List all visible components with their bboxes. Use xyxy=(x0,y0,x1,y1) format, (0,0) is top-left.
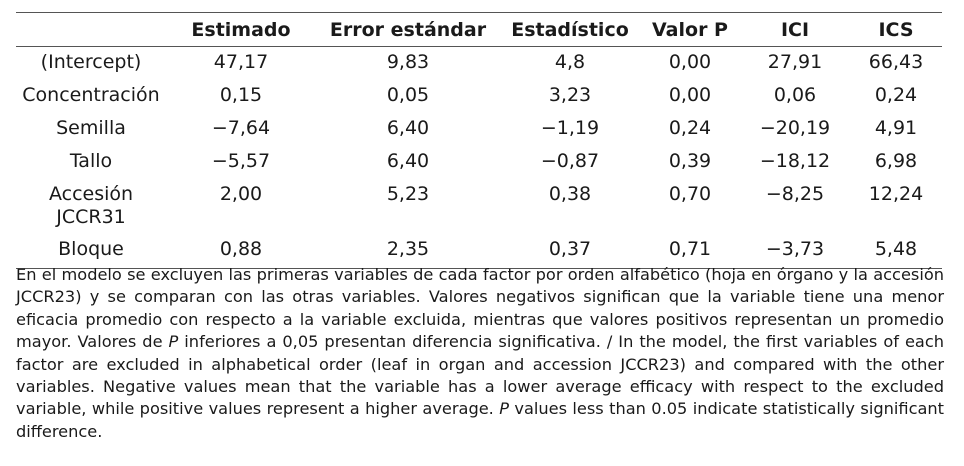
cell-estimado: 2,00 xyxy=(219,183,263,205)
row-label: Accesión JCCR31 xyxy=(48,183,134,228)
table-footnote: En el modelo se excluyen las primeras va… xyxy=(16,264,944,443)
row-label: Tallo xyxy=(69,150,113,172)
cell-valor-p: 0,00 xyxy=(668,51,712,73)
cell-ici: 27,91 xyxy=(767,51,823,73)
cell-error-estandar: 5,23 xyxy=(386,183,430,205)
footnote-italic-p-2: P xyxy=(499,399,509,419)
cell-valor-p: 0,00 xyxy=(668,84,712,106)
footnote-text-3: values less than 0.05 indicate statistic… xyxy=(16,399,944,441)
header-blank xyxy=(16,13,166,47)
table-row: Concentración 0,15 0,05 3,23 0,00 0,06 0… xyxy=(16,81,942,114)
cell-ici: 0,06 xyxy=(773,84,817,106)
cell-ics: 4,91 xyxy=(874,117,918,139)
cell-estadistico: 0,37 xyxy=(548,238,592,260)
row-label: Bloque xyxy=(58,238,124,260)
cell-valor-p: 0,71 xyxy=(668,238,712,260)
table-row: Tallo −5,57 6,40 −0,87 0,39 −18,12 6,98 xyxy=(16,147,942,180)
table-row: Bloque 0,88 2,35 0,37 0,71 −3,73 5,48 xyxy=(16,235,942,269)
cell-estadistico: 4,8 xyxy=(554,51,586,73)
cell-ici: −8,25 xyxy=(765,183,825,205)
cell-ici: −3,73 xyxy=(765,238,825,260)
cell-estadistico: −1,19 xyxy=(540,117,600,139)
cell-valor-p: 0,24 xyxy=(668,117,712,139)
cell-estadistico: 0,38 xyxy=(548,183,592,205)
header-estimado: Estimado xyxy=(191,18,291,41)
footnote-text-1: En el modelo se excluyen las primeras va… xyxy=(16,265,944,352)
cell-error-estandar: 2,35 xyxy=(386,238,430,260)
table-row: (Intercept) 47,17 9,83 4,8 0,00 27,91 66… xyxy=(16,47,942,82)
cell-ics: 12,24 xyxy=(868,183,924,205)
cell-error-estandar: 0,05 xyxy=(386,84,430,106)
cell-ics: 66,43 xyxy=(868,51,924,73)
row-label: Semilla xyxy=(56,117,126,139)
cell-valor-p: 0,70 xyxy=(668,183,712,205)
results-table: Estimado Error estándar Estadístico Valo… xyxy=(16,12,942,269)
cell-ici: −20,19 xyxy=(759,117,831,139)
table-row: Accesión JCCR31 2,00 5,23 0,38 0,70 −8,2… xyxy=(16,180,942,235)
cell-valor-p: 0,39 xyxy=(668,150,712,172)
cell-error-estandar: 6,40 xyxy=(386,117,430,139)
cell-error-estandar: 9,83 xyxy=(386,51,430,73)
results-table-container: Estimado Error estándar Estadístico Valo… xyxy=(16,12,942,269)
cell-ici: −18,12 xyxy=(759,150,831,172)
cell-estadistico: 3,23 xyxy=(548,84,592,106)
row-label: (Intercept) xyxy=(40,51,142,73)
footnote-text-2: inferiores a 0,05 presentan diferencia s… xyxy=(16,332,944,419)
cell-estimado: 0,88 xyxy=(219,238,263,260)
table-header-row: Estimado Error estándar Estadístico Valo… xyxy=(16,12,942,47)
header-valor-p: Valor P xyxy=(652,18,728,41)
cell-ics: 5,48 xyxy=(874,238,918,260)
cell-estimado: −7,64 xyxy=(211,117,271,139)
cell-ics: 6,98 xyxy=(874,150,918,172)
header-error-estandar: Error estándar xyxy=(329,18,487,41)
header-estadistico: Estadístico xyxy=(511,18,629,41)
cell-estimado: 47,17 xyxy=(213,51,269,73)
cell-estimado: 0,15 xyxy=(219,84,263,106)
header-ics: ICS xyxy=(878,18,914,41)
cell-estadistico: −0,87 xyxy=(540,150,600,172)
header-ici: ICI xyxy=(780,18,810,41)
cell-estimado: −5,57 xyxy=(211,150,271,172)
table-row: Semilla −7,64 6,40 −1,19 0,24 −20,19 4,9… xyxy=(16,114,942,147)
cell-ics: 0,24 xyxy=(874,84,918,106)
row-label: Concentración xyxy=(22,84,160,106)
cell-error-estandar: 6,40 xyxy=(386,150,430,172)
footnote-italic-p-1: P xyxy=(168,332,179,352)
